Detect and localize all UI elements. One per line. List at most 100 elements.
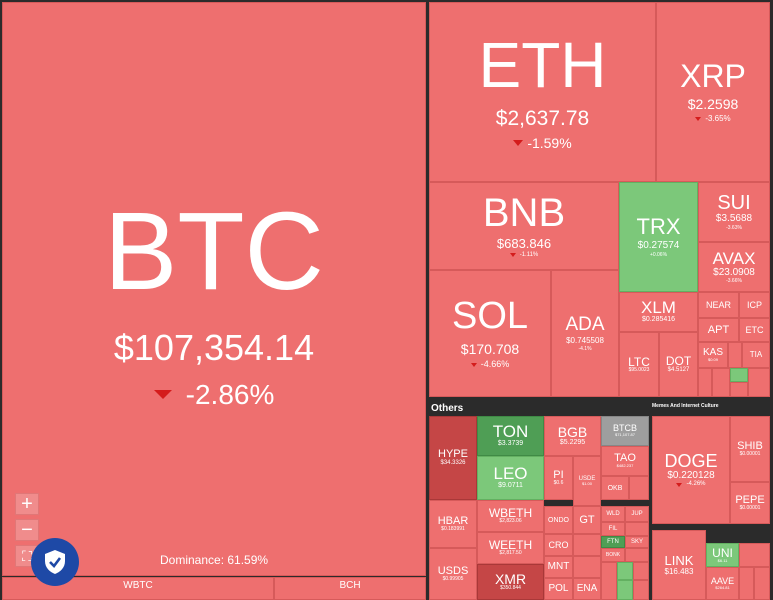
change-btc: -2.86% [153,378,274,412]
tile-xlm[interactable]: XLM $0.285416 [619,292,698,332]
tile-bch[interactable]: BCH [274,577,426,600]
tile-wld[interactable]: WLD [601,506,625,522]
tile-jup[interactable]: JUP [625,506,649,522]
price-link: $16.483 [664,566,694,576]
tile-btc[interactable]: BTC $107,354.14 -2.86% [2,2,426,576]
tile-small-k[interactable] [625,548,649,562]
symbol-bonk: BONK [605,551,621,558]
tile-bnb[interactable]: BNB $683.846 -1.11% [429,182,619,270]
tile-small-l[interactable] [601,562,617,600]
tile-small-s[interactable] [754,567,770,600]
tile-small-p[interactable] [633,580,649,600]
tile-small-i[interactable] [573,534,601,556]
change-doge: -4.26% [676,481,706,488]
symbol-sol: SOL [451,295,529,338]
tile-apt[interactable]: APT [698,318,739,342]
tile-small-c[interactable] [712,368,730,397]
tile-pol[interactable]: POL [544,578,573,600]
tile-hype[interactable]: HYPE $34.3326 [429,416,477,500]
tile-small-e[interactable] [748,368,770,397]
symbol-fil: FIL [608,526,618,532]
symbol-ftn: FTN [607,539,619,545]
tile-pepe[interactable]: PEPE $0.00001 [730,482,770,524]
zoom-out-button[interactable]: − [15,519,39,541]
tile-small-o[interactable] [617,580,633,600]
tile-ondo[interactable]: ONDO [544,506,573,534]
tile-usde[interactable]: USDE $1.00 [573,456,601,506]
zoom-in-button[interactable]: + [15,493,39,515]
symbol-pol: POL [548,583,569,594]
tile-xrp[interactable]: XRP $2.2598 -3.65% [656,2,770,182]
tile-kas[interactable]: KAS $0.09 [698,342,728,368]
tile-cro[interactable]: CRO [544,534,573,556]
tile-small-b[interactable] [698,368,712,397]
price-xmr: $350.844 [500,585,521,592]
change-eth: -1.59% [513,135,572,152]
tile-near[interactable]: NEAR [698,292,739,318]
tile-sol[interactable]: SOL $170.708 -4.66% [429,270,551,397]
tile-small-m[interactable] [617,562,633,580]
price-tao: $482.237 [616,463,634,469]
price-shib: $0.00001 [739,450,761,457]
tile-xmr[interactable]: XMR $350.844 [477,564,544,600]
tile-pi[interactable]: PI $0.6 [544,456,573,500]
tile-trx[interactable]: TRX $0.27574 +0.06% [619,182,698,292]
symbol-ltc: LTC [628,354,650,369]
tile-ltc[interactable]: LTC $95.0023 [619,332,659,397]
tile-leo[interactable]: LEO $9.0711 [477,456,544,500]
memes-section-label: Memes And Internet Culture [652,403,719,409]
tile-small-f[interactable] [730,382,748,397]
tile-shib[interactable]: SHIB $0.00001 [730,416,770,482]
price-uni: $6.11 [717,557,728,563]
tile-icp[interactable]: ICP [739,292,770,318]
tile-avax[interactable]: AVAX $23.0908 -3.66% [698,242,770,292]
tile-small-r[interactable] [739,567,754,600]
symbol-cro: CRO [548,539,569,550]
symbol-uni: UNI [712,545,733,560]
tile-mnt[interactable]: MNT [544,556,573,578]
tile-gt[interactable]: GT [573,506,601,534]
tile-ada[interactable]: ADA $0.745508 -4.1% [551,270,619,397]
tile-sky[interactable]: SKY [625,536,649,548]
symbol-icp: ICP [746,299,762,310]
symbol-tia: TIA [749,350,763,359]
tile-usds[interactable]: USDS $0.99905 [429,548,477,600]
tile-ena[interactable]: ENA [573,578,601,600]
tile-tia[interactable]: TIA [742,342,770,368]
tile-btcb[interactable]: BTCB $71,107.87 [601,416,649,446]
tile-dot[interactable]: DOT $4.5127 [659,332,698,397]
tile-sui[interactable]: SUI $3.5688 -3.63% [698,182,770,242]
symbol-wld: WLD [606,511,620,517]
tile-uni[interactable]: UNI $6.11 [706,543,739,567]
tile-small-d[interactable] [730,368,748,382]
tile-etc[interactable]: ETC [739,318,770,342]
price-ltc: $95.0023 [628,366,650,373]
price-ton: $3.3739 [497,440,524,448]
tile-bgb[interactable]: BGB $5.2295 [544,416,601,456]
tile-small-q[interactable] [739,543,770,567]
tile-weeth[interactable]: WEETH $2,817.50 [477,532,544,564]
symbol-wbeth: WBETH [488,506,533,521]
tile-small-n[interactable] [633,562,649,580]
tile-link[interactable]: LINK $16.483 [652,530,706,600]
tile-aave[interactable]: AAVE $264.81 [706,567,739,600]
symbol-bnb: BNB [482,190,566,235]
symbol-bgb: BGB [557,423,588,440]
shield-check-icon[interactable] [31,538,79,586]
tile-doge[interactable]: DOGE $0.220128 -4.26% [652,416,730,524]
tile-okb[interactable]: OKB [601,476,629,500]
tile-small-a[interactable] [728,342,742,368]
tile-ton[interactable]: TON $3.3739 [477,416,544,456]
tile-ftn[interactable]: FTN [601,536,625,548]
tile-small-g[interactable] [629,476,649,500]
tile-small-h[interactable] [625,522,649,536]
price-bnb: $683.846 [496,235,552,251]
tile-bonk[interactable]: BONK [601,548,625,562]
tile-fil2[interactable]: FIL [601,522,625,536]
tile-eth[interactable]: ETH $2,637.78 -1.59% [429,2,656,182]
price-usds: $0.99905 [442,575,464,582]
tile-hbar[interactable]: HBAR $0.183991 [429,500,477,548]
tile-tao[interactable]: TAO $482.237 [601,446,649,476]
tile-small-j[interactable] [573,556,601,578]
tile-wbeth[interactable]: WBETH $2,823.06 [477,500,544,532]
